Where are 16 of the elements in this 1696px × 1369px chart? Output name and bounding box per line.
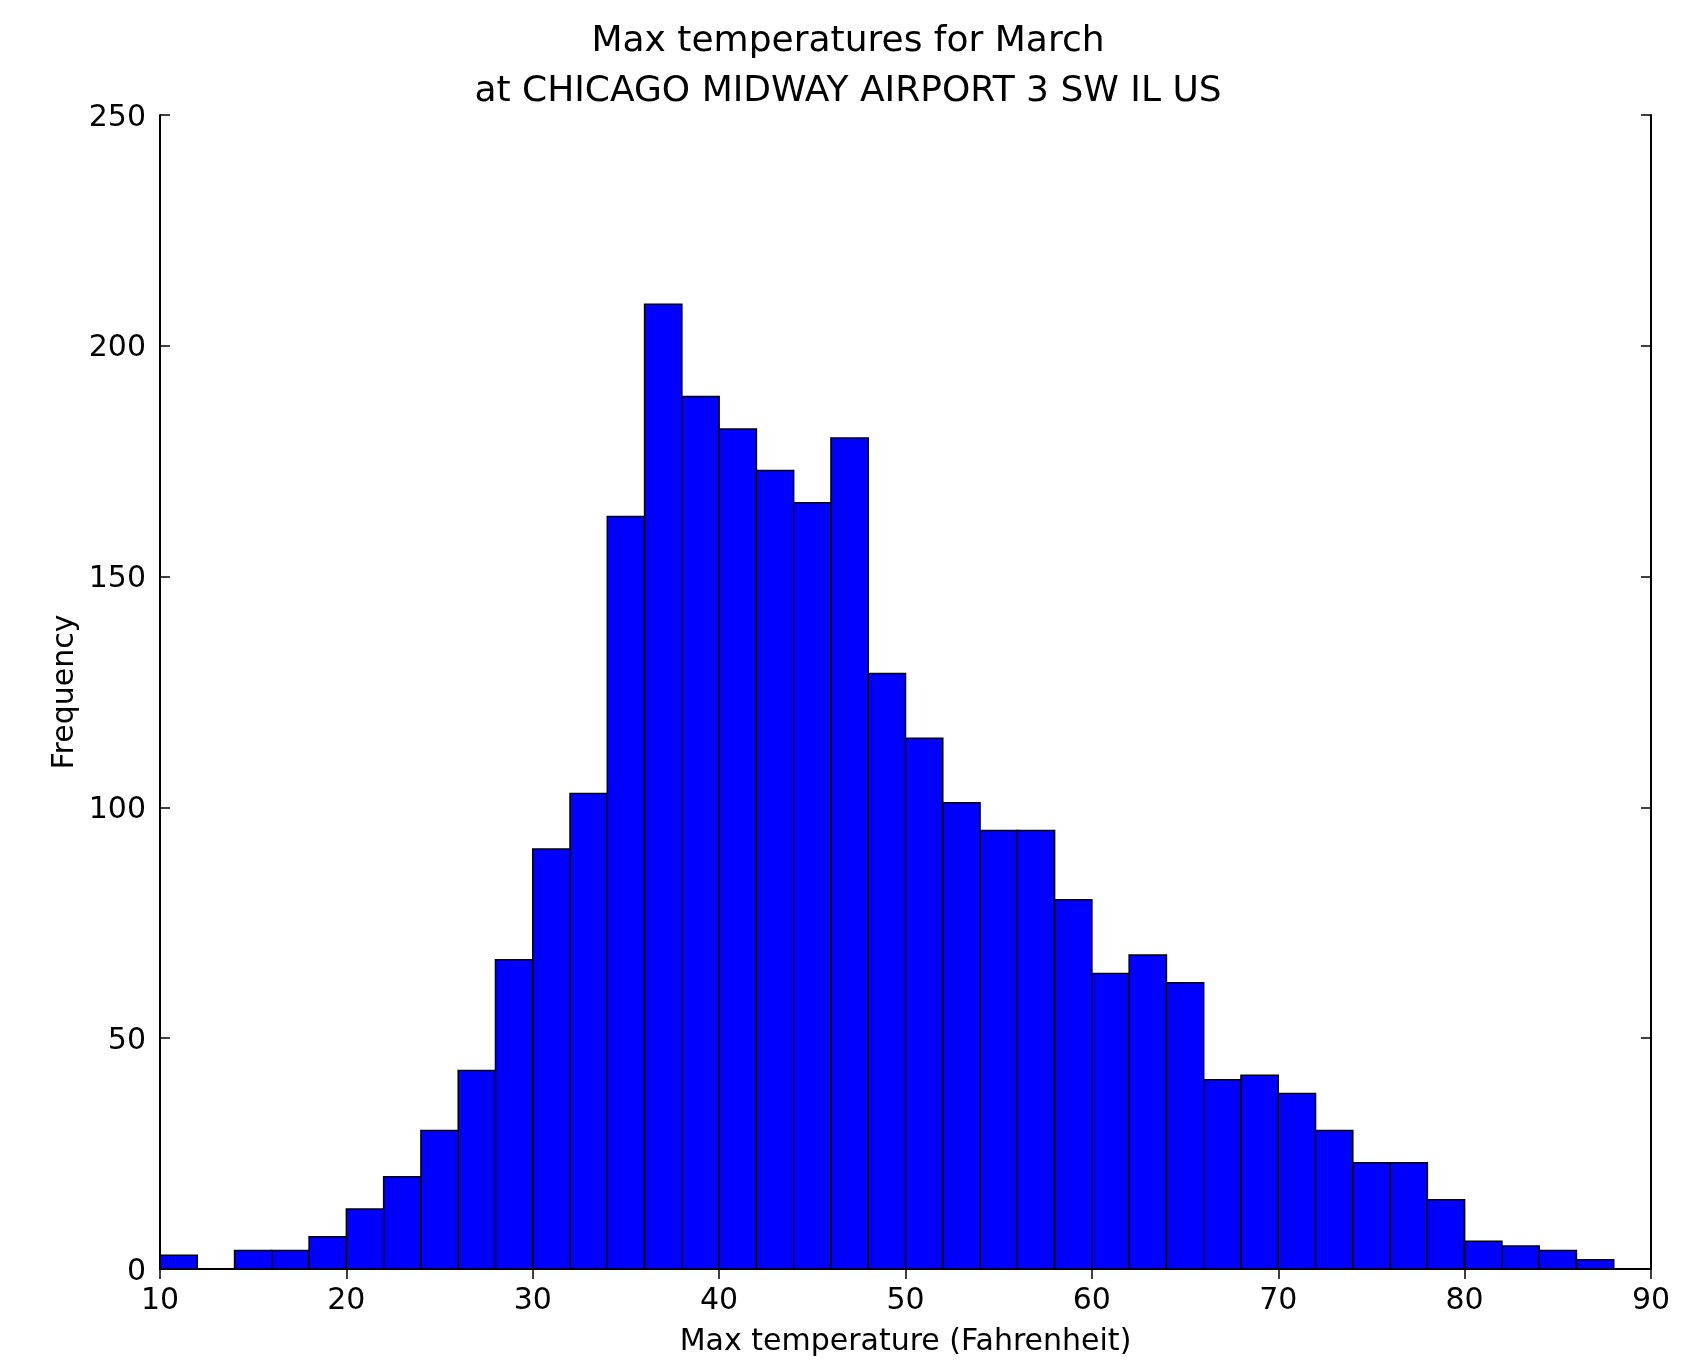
x-tick-label: 80 [1445, 1280, 1484, 1316]
x-tick-label: 40 [700, 1280, 739, 1316]
y-tick-label: 100 [88, 789, 146, 825]
chart-title: Max temperatures for March at CHICAGO MIDWAY AIRPORT 3 SW IL US [474, 17, 1222, 109]
x-tick-label: 50 [886, 1280, 925, 1316]
y-tick-label: 150 [88, 559, 146, 595]
y-tick-label: 50 [107, 1020, 146, 1056]
x-tick-label: 90 [1631, 1280, 1671, 1316]
x-tick-label: 30 [513, 1280, 552, 1316]
y-tick-label: 250 [88, 97, 146, 133]
y-tick-label: 200 [88, 328, 146, 364]
x-axis-title: Max temperature (Fahrenheit) [679, 1321, 1132, 1357]
y-axis-title: Frequency [45, 614, 81, 770]
x-tick-label: 60 [1072, 1280, 1111, 1316]
x-tick-label: 20 [327, 1280, 366, 1316]
x-tick-label: 70 [1259, 1280, 1298, 1316]
